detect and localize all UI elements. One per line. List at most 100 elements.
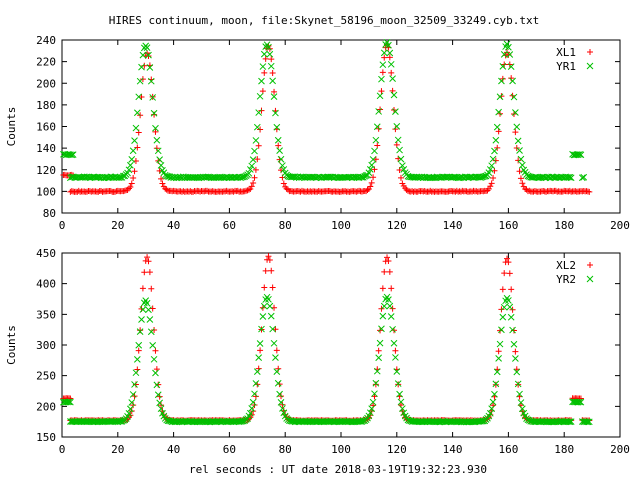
- data-point: [384, 254, 390, 260]
- data-point: [157, 157, 163, 163]
- data-point: [380, 62, 386, 68]
- data-point: [497, 341, 503, 347]
- data-point: [256, 143, 262, 149]
- data-point: [151, 112, 157, 118]
- data-point: [493, 382, 499, 388]
- data-point: [395, 381, 401, 387]
- data-point: [380, 69, 386, 75]
- data-point: [263, 268, 269, 274]
- data-point: [508, 314, 514, 320]
- data-point: [504, 256, 510, 262]
- data-point: [204, 188, 210, 194]
- data-point: [390, 76, 396, 82]
- x-tick-label: 80: [279, 443, 292, 456]
- data-point: [500, 286, 506, 292]
- x-tick-label: 0: [59, 443, 66, 456]
- data-point: [388, 313, 394, 319]
- x-tick-label: 100: [331, 219, 351, 232]
- data-point: [274, 347, 280, 353]
- data-point: [261, 70, 267, 76]
- data-point: [270, 78, 276, 84]
- y-tick-label: 200: [36, 400, 56, 413]
- data-point: [254, 369, 260, 375]
- x-tick-label: 40: [167, 219, 180, 232]
- data-point: [253, 137, 259, 143]
- data-point: [507, 270, 513, 276]
- data-point: [249, 183, 255, 189]
- data-point: [398, 175, 404, 181]
- data-point: [390, 326, 396, 332]
- data-point: [137, 327, 143, 333]
- data-point: [260, 314, 266, 320]
- data-point: [397, 147, 403, 153]
- data-point: [268, 63, 274, 69]
- x-tick-label: 0: [59, 219, 66, 232]
- data-point: [267, 51, 273, 57]
- x-tick-label: 160: [498, 219, 518, 232]
- x-tick-label: 100: [331, 443, 351, 456]
- data-point: [140, 52, 146, 58]
- data-point: [374, 142, 380, 148]
- data-point: [388, 70, 394, 76]
- legend-label: XL2: [556, 259, 576, 272]
- legend-marker: [587, 49, 593, 55]
- top-panel: 0 20 40 60 80 100 120 140 160 180 2008010012014016…: [5, 34, 630, 232]
- data-point: [391, 340, 397, 346]
- data-point: [491, 148, 497, 154]
- x-tick-label: 20: [111, 219, 124, 232]
- data-point: [224, 188, 230, 194]
- data-point: [500, 314, 506, 320]
- x-tick-label: 160: [498, 443, 518, 456]
- data-point: [112, 189, 118, 195]
- data-point: [147, 316, 153, 322]
- data-point: [134, 356, 140, 362]
- data-point: [141, 269, 147, 275]
- data-point: [130, 148, 136, 154]
- legend-label: XL1: [556, 46, 576, 59]
- data-point: [151, 356, 157, 362]
- data-point: [515, 382, 521, 388]
- data-point: [145, 53, 151, 59]
- data-point: [510, 78, 516, 84]
- legend-marker: [587, 63, 593, 69]
- data-point: [518, 156, 524, 162]
- series-xl1: [60, 41, 592, 195]
- data-point: [136, 342, 142, 348]
- data-point: [132, 168, 138, 174]
- data-point: [505, 259, 511, 265]
- y-tick-label: 450: [36, 247, 56, 260]
- data-point: [489, 180, 495, 186]
- data-point: [249, 405, 255, 411]
- data-point: [250, 180, 256, 186]
- data-point: [257, 340, 263, 346]
- data-point: [231, 189, 237, 195]
- data-point: [388, 61, 394, 67]
- data-point: [257, 347, 263, 353]
- data-point: [422, 188, 428, 194]
- data-point: [250, 399, 256, 405]
- y-tick-label: 100: [36, 185, 56, 198]
- data-point: [261, 285, 267, 291]
- data-point: [256, 355, 262, 361]
- data-point: [586, 189, 592, 195]
- data-point: [245, 187, 251, 193]
- data-point: [242, 188, 248, 194]
- y-tick-label: 140: [36, 142, 56, 155]
- data-point: [140, 285, 146, 291]
- data-point: [487, 183, 493, 189]
- data-point: [511, 94, 517, 100]
- data-point: [164, 187, 170, 193]
- x-tick-label: 140: [443, 443, 463, 456]
- data-point: [127, 184, 133, 190]
- y-tick-label: 400: [36, 278, 56, 291]
- data-point: [133, 125, 139, 131]
- data-point: [136, 348, 142, 354]
- data-point: [139, 64, 145, 70]
- data-point: [501, 270, 507, 276]
- data-point: [261, 51, 267, 57]
- data-point: [159, 180, 165, 186]
- data-point: [490, 156, 496, 162]
- y-tick-label: 180: [36, 99, 56, 112]
- data-point: [496, 128, 502, 134]
- y-tick-label: 250: [36, 370, 56, 383]
